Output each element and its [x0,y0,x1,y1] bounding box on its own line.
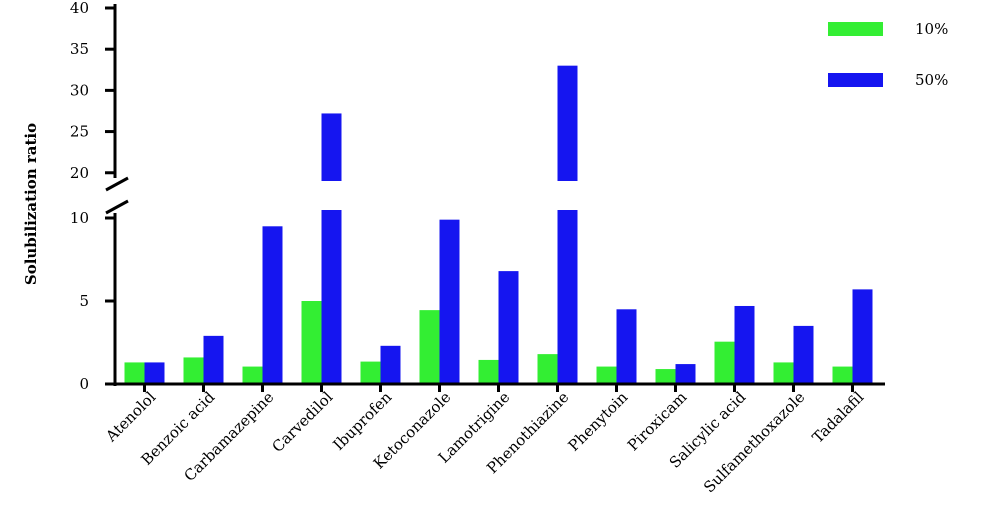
bar-10pct [596,366,617,384]
axes-layer [105,4,885,392]
bar-50pct [675,364,696,384]
bar-10pct [832,366,853,384]
y-tick-label: 25 [70,123,89,141]
bar-10pct [773,362,794,384]
bar-10pct [242,366,263,384]
bar-10pct [419,310,440,384]
bar-10pct [655,369,676,384]
y-tick-label: 40 [70,0,89,17]
bar-50pct-upper [557,65,578,181]
y-axis-title: Solubilization ratio [22,123,40,285]
bar-10pct [124,362,145,384]
bar-10pct [714,341,735,384]
x-category-label: Sulfamethoxazole [700,388,808,496]
y-tick-label: 5 [79,292,89,310]
bar-50pct [203,335,224,384]
y-tick-label: 10 [70,209,89,227]
bar-50pct [262,226,283,384]
bar-50pct [144,362,165,384]
y-tick-label: 0 [79,375,89,393]
y-tick-label: 35 [70,40,89,58]
legend: 10% 50% [828,20,948,89]
axis-break-mark [105,199,129,215]
bar-50pct [852,289,873,384]
legend-label: 50% [915,71,948,89]
axis-break-mark [105,176,129,192]
bar-50pct [380,345,401,384]
bar-10pct [478,359,499,384]
bar-50pct [439,219,460,384]
y-ticks-layer: 0 5 10 20 25 30 35 40 [70,0,115,393]
y-tick-label: 30 [70,81,89,99]
legend-swatch [828,73,883,87]
x-category-label: Atenolol [101,388,159,446]
bar-50pct [616,309,637,384]
y-tick-label: 20 [70,164,89,182]
bar-50pct [498,271,519,384]
bar-50pct [734,305,755,384]
bar-10pct [360,361,381,384]
bars-layer [124,65,873,384]
legend-swatch [828,22,883,36]
bar-50pct [321,210,342,384]
bar-10pct [183,357,204,384]
bar-50pct-upper [321,113,342,181]
legend-label: 10% [915,20,948,38]
x-category-label: Phenytoin [565,388,632,455]
bar-50pct [557,210,578,384]
bar-50pct [793,325,814,384]
bar-10pct [537,354,558,384]
x-category-label: Carvedilol [268,388,336,456]
x-category-label: Tadalafil [809,388,868,447]
bar-10pct [301,301,322,384]
